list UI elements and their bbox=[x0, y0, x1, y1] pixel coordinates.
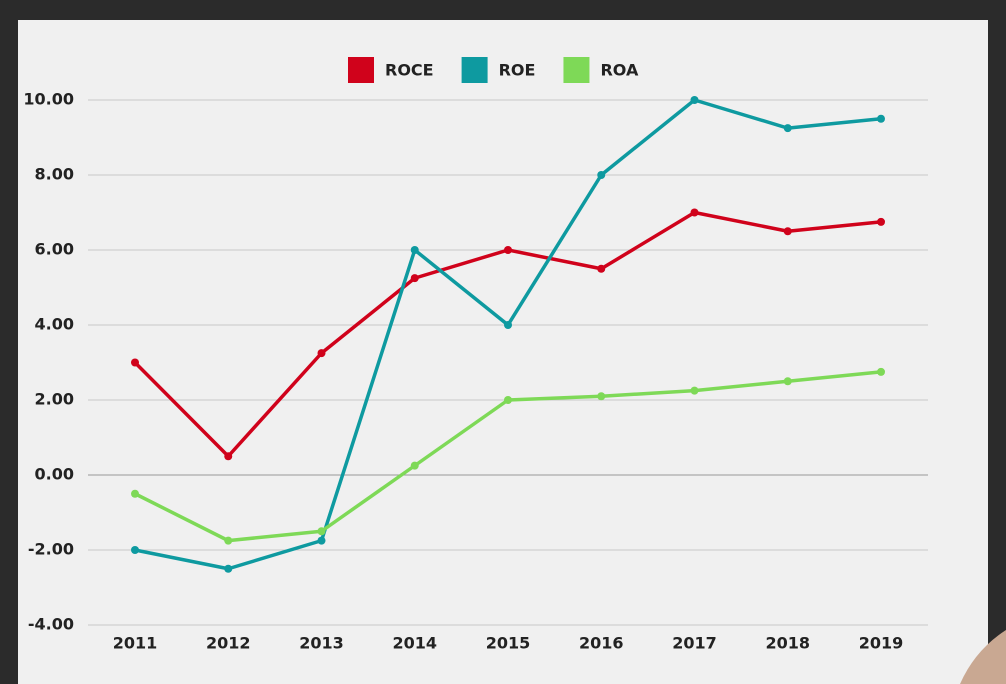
legend-swatch bbox=[348, 57, 374, 83]
data-point bbox=[877, 217, 885, 226]
data-point bbox=[317, 536, 326, 545]
data-point bbox=[504, 396, 512, 404]
data-point bbox=[783, 377, 792, 386]
x-tick-label: 2019 bbox=[859, 634, 904, 653]
y-tick-label: 8.00 bbox=[35, 165, 74, 184]
data-point bbox=[504, 321, 512, 329]
data-point bbox=[131, 358, 139, 367]
data-point bbox=[597, 171, 606, 179]
legend-label: ROCE bbox=[385, 61, 434, 80]
data-point bbox=[410, 274, 419, 283]
data-point bbox=[224, 452, 233, 461]
x-tick-label: 2011 bbox=[113, 634, 158, 653]
corner-decoration bbox=[960, 630, 1006, 684]
data-point bbox=[317, 527, 326, 536]
x-tick-label: 2014 bbox=[392, 634, 437, 653]
data-point bbox=[690, 386, 699, 395]
data-point bbox=[783, 124, 792, 133]
data-point bbox=[877, 367, 885, 376]
data-point bbox=[224, 564, 233, 573]
y-tick-label: 4.00 bbox=[35, 315, 74, 334]
legend-label: ROE bbox=[499, 61, 536, 80]
legend-swatch bbox=[461, 57, 488, 83]
y-tick-label: -4.00 bbox=[28, 615, 74, 634]
data-point bbox=[783, 227, 792, 236]
data-point bbox=[877, 114, 885, 123]
data-point bbox=[317, 349, 326, 358]
data-point bbox=[224, 536, 233, 545]
legend-label: ROA bbox=[600, 61, 638, 80]
x-tick-label: 2012 bbox=[206, 634, 251, 653]
x-tick-label: 2013 bbox=[299, 634, 344, 653]
x-tick-label: 2018 bbox=[765, 634, 810, 653]
chart-panel bbox=[18, 20, 988, 684]
y-tick-label: 2.00 bbox=[35, 390, 74, 409]
y-tick-label: -2.00 bbox=[28, 540, 74, 559]
data-point bbox=[131, 546, 139, 554]
data-point bbox=[131, 489, 139, 498]
data-point bbox=[504, 246, 512, 254]
x-tick-label: 2016 bbox=[579, 634, 624, 653]
data-point bbox=[597, 264, 606, 273]
data-point bbox=[690, 208, 699, 217]
x-tick-label: 2017 bbox=[672, 634, 717, 653]
data-point bbox=[410, 461, 419, 470]
data-point bbox=[410, 246, 419, 254]
y-tick-label: 0.00 bbox=[35, 465, 74, 484]
y-tick-label: 10.00 bbox=[23, 90, 74, 109]
data-point bbox=[690, 96, 699, 104]
y-tick-label: 6.00 bbox=[35, 240, 74, 259]
legend-swatch bbox=[563, 57, 590, 83]
x-tick-label: 2015 bbox=[486, 634, 531, 653]
data-point bbox=[597, 392, 606, 401]
